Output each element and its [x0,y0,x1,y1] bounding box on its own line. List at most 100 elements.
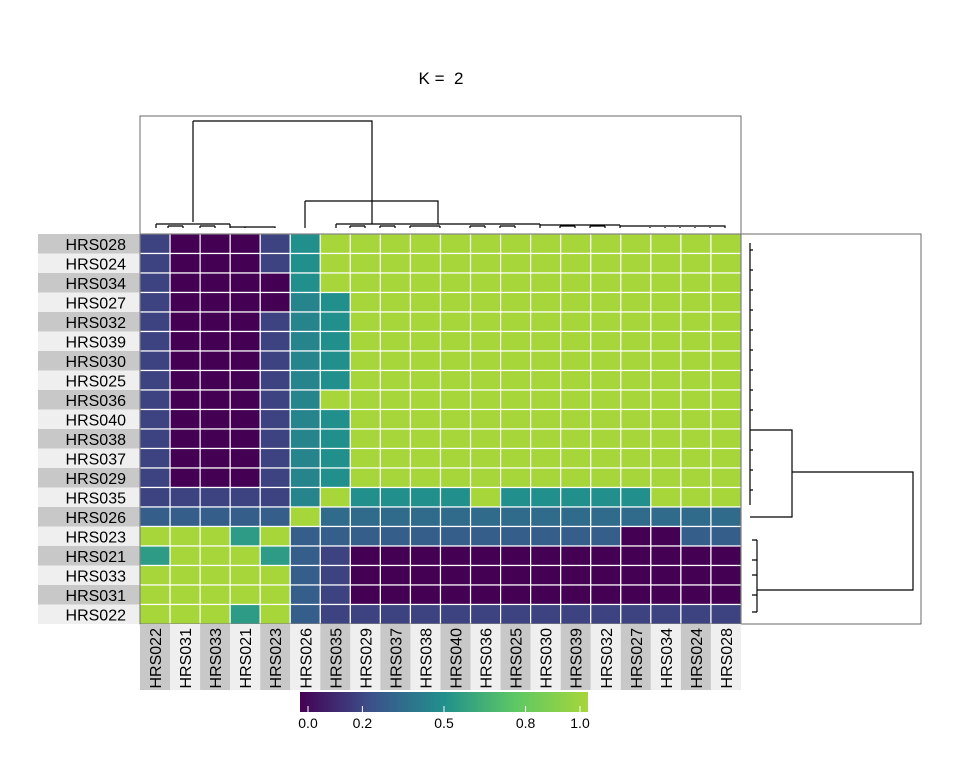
heatmap-cell [560,603,592,625]
row-label: HRS024 [66,256,127,273]
heatmap-cell [650,252,682,274]
heatmap-cell [139,408,171,430]
heatmap-cell [590,252,622,274]
heatmap-cell [169,252,201,274]
heatmap-cell [590,330,622,352]
heatmap-cell [439,428,472,450]
row-label: HRS031 [66,588,127,605]
column-dendrogram [139,115,742,235]
heatmap-cell [229,369,261,391]
heatmap-cell [710,467,742,489]
heatmap-cell [469,525,502,547]
heatmap-cell [259,350,291,372]
heatmap-cell [229,525,261,547]
heatmap-cell [169,564,201,586]
column-label: HRS034 [659,628,676,689]
heatmap-cell [710,447,742,469]
heatmap-cell [560,389,592,411]
heatmap-cell [229,564,261,586]
heatmap-cell [650,486,682,508]
row-label-bg [38,292,140,312]
heatmap-cell [199,369,231,391]
heatmap-cell [530,330,562,352]
heatmap-cell [710,584,742,606]
heatmap-cell [349,428,382,450]
column-label: HRS026 [298,628,315,689]
column-label-bg [500,624,531,690]
heatmap-cell [680,291,712,313]
heatmap-cell [710,428,742,450]
heatmap-cell [710,486,742,508]
heatmap-cell [199,272,231,294]
heatmap-cell [319,350,351,372]
heatmap-cell [229,545,261,567]
row-label-bg [38,390,140,410]
heatmap-cell [590,369,622,391]
heatmap-cell [680,447,712,469]
column-label-bg [710,624,741,690]
heatmap-cell [199,389,231,411]
heatmap-cell [379,389,412,411]
heatmap-cell [650,603,682,625]
heatmap-cell [469,603,502,625]
heatmap-cell [439,350,472,372]
heatmap-cell [469,369,502,391]
heatmap-cell [259,428,291,450]
heatmap-cell [259,252,291,274]
row-label-bg [38,487,140,507]
heatmap-cell [680,252,712,274]
heatmap-cell [319,408,351,430]
heatmap-cell [469,486,502,508]
heatmap-cell [379,350,412,372]
heatmap-cell [349,486,382,508]
heatmap-cell [409,564,442,586]
heatmap-cell [259,564,291,586]
heatmap-cell [560,291,592,313]
column-label: HRS040 [449,628,466,689]
column-label: HRS024 [689,628,706,689]
row-label-bg [38,351,140,371]
heatmap-cell [379,486,412,508]
heatmap-cell [379,447,412,469]
heatmap-cell [139,330,171,352]
heatmap-cell [560,584,592,606]
heatmap-cell [229,252,261,274]
heatmap-cell [169,369,201,391]
heatmap-cell [409,233,442,255]
heatmap-cell [349,233,382,255]
heatmap-cell [620,311,652,333]
heatmap-cell [590,408,622,430]
heatmap-cell [409,486,442,508]
heatmap-cell [710,311,742,333]
heatmap-cell [319,545,351,567]
color-legend-tick-label: 0.5 [434,715,454,731]
heatmap-cell [349,584,382,606]
heatmap-cell [620,252,652,274]
column-label-bg [320,624,351,690]
heatmap-cell [710,564,742,586]
heatmap-cell [229,291,261,313]
heatmap-cell [199,330,231,352]
heatmap-cell [680,584,712,606]
heatmap-cell [349,603,382,625]
heatmap-cell [620,525,652,547]
heatmap-cell [289,291,321,313]
heatmap-cell [439,252,472,274]
heatmap-cell [500,467,532,489]
heatmap-cell [349,545,382,567]
heatmap-cell [349,506,382,528]
heatmap-cell [169,603,201,625]
color-legend-tick-label: 1.0 [570,715,590,731]
row-label: HRS028 [66,237,127,254]
heatmap-cell [349,447,382,469]
heatmap-cell [469,252,502,274]
heatmap-cell [469,311,502,333]
heatmap-cell [379,603,412,625]
heatmap-cell [379,467,412,489]
heatmap-cell [650,428,682,450]
heatmap-cell [650,584,682,606]
heatmap-cell [439,486,472,508]
heatmap-cell [500,252,532,274]
heatmap-cell [590,564,622,586]
heatmap-cell [530,233,562,255]
